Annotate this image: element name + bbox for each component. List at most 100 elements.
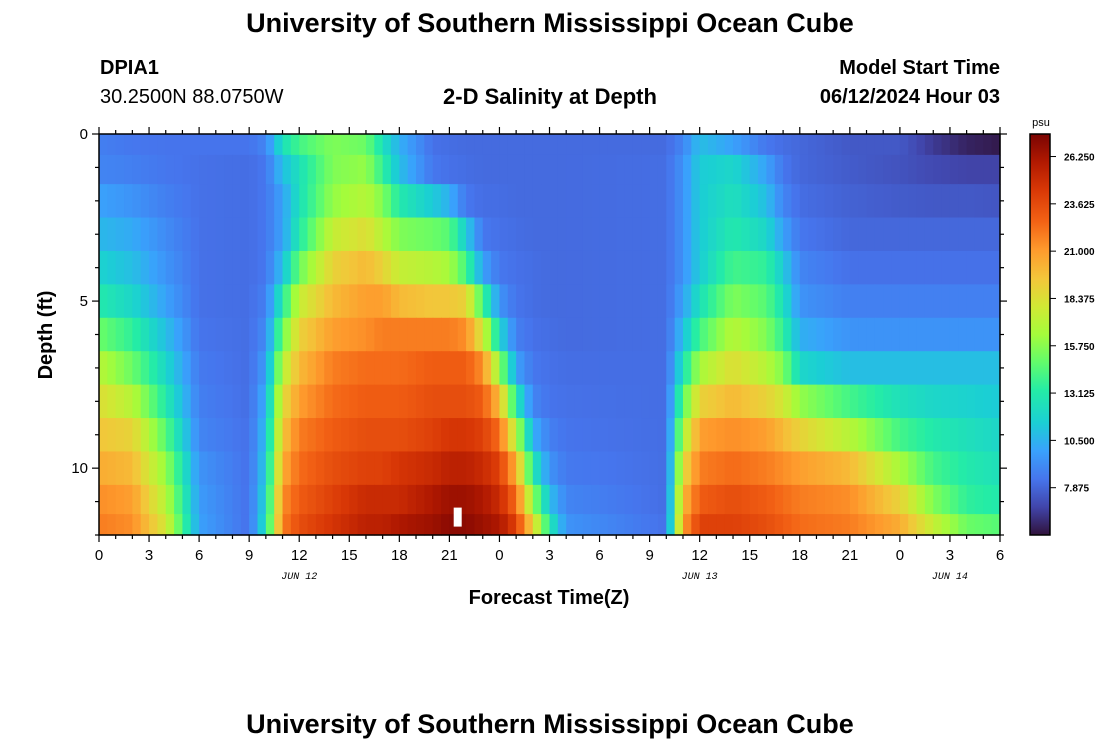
heatmap-cell [232,134,242,156]
heatmap-cell [390,418,400,453]
heatmap-cell [349,514,359,536]
heatmap-cell [99,154,108,185]
heatmap-cell [274,134,284,156]
heatmap-cell [499,134,509,156]
heatmap-cell [632,351,642,386]
heatmap-cell [382,418,392,453]
heatmap-cell [741,351,751,386]
heatmap-cell [282,514,292,536]
heatmap-cell [232,217,242,252]
heatmap-cell [966,154,976,185]
heatmap-cell [315,484,325,515]
heatmap-cell [758,384,767,419]
heatmap-cell [532,250,542,285]
heatmap-cell [532,418,542,453]
heatmap-cell [649,418,659,453]
heatmap-cell [941,451,951,486]
model-start-label: Model Start Time [839,57,1000,79]
heatmap-cell [816,134,826,156]
heatmap-cell [99,384,108,419]
heatmap-cell [190,184,200,219]
heatmap-cell [866,134,876,156]
heatmap-cell [791,217,801,252]
heatmap-cell [724,317,734,352]
heatmap-cell [607,217,617,252]
heatmap-cell [174,250,184,285]
heatmap-cell [641,217,651,252]
heatmap-cell [382,351,392,386]
heatmap-cell [115,134,125,156]
heatmap-cell [849,317,859,352]
heatmap-cell [699,217,709,252]
heatmap-cell [315,351,325,386]
heatmap-cell [833,317,843,352]
heatmap-cell [324,484,334,515]
heatmap-cell [265,184,275,219]
heatmap-cell [874,451,884,486]
heatmap-cell [557,317,567,352]
heatmap-cell [933,317,943,352]
x-tick-label: 6 [996,547,1004,564]
heatmap-cell [758,250,767,285]
heatmap-cell [249,451,259,486]
heatmap-cell [916,154,926,185]
heatmap-cell [474,184,484,219]
heatmap-cell [591,484,601,515]
heatmap-cell [766,384,776,419]
heatmap-cell [974,134,984,156]
heatmap-cell [232,384,242,419]
heatmap-cell [824,351,834,386]
y-axis-label: Depth (ft) [35,291,57,380]
heatmap-cell [524,351,534,386]
heatmap-cell [457,418,467,453]
heatmap-cell [824,514,834,536]
heatmap-cell [224,451,234,486]
heatmap-cell [899,217,909,252]
heatmap-cell [416,250,425,285]
heatmap-cell [207,418,217,453]
heatmap-cell [607,317,617,352]
heatmap-cell [908,134,918,156]
heatmap-cell [674,154,684,185]
heatmap-cell [174,184,184,219]
heatmap-cell [841,351,851,386]
heatmap-cell [282,317,292,352]
heatmap-cell [449,154,459,185]
date-label: JUN 13 [682,572,718,583]
heatmap-cell [491,154,501,185]
heatmap-cell [624,250,634,285]
heatmap-cell [349,284,359,319]
heatmap-cell [332,418,342,453]
heatmap-cell [974,217,984,252]
heatmap-cell [557,384,567,419]
heatmap-cell [299,451,309,486]
heatmap-cell [541,250,551,285]
heatmap-cell [232,451,242,486]
heatmap-cell [441,418,450,453]
heatmap-cell [691,250,701,285]
heatmap-cell [616,514,626,536]
heatmap-cell [140,317,150,352]
heatmap-cell [774,154,784,185]
heatmap-cell [390,384,400,419]
heatmap-cell [207,250,217,285]
heatmap-cell [240,484,250,515]
heatmap-cell [682,384,692,419]
heatmap-cell [616,384,626,419]
heatmap-cell [899,134,909,156]
heatmap-cell [841,134,851,156]
colorbar-tick-label: 23.625 [1064,200,1095,211]
heatmap-cell [816,351,826,386]
heatmap-cell [466,217,476,252]
heatmap-cell [532,134,542,156]
heatmap-cell [557,451,567,486]
heatmap-cell [891,317,901,352]
heatmap-cell [941,134,951,156]
heatmap-cell [833,514,843,536]
heatmap-cell [491,317,501,352]
heatmap-cell [582,418,592,453]
heatmap-cell [557,184,567,219]
heatmap-cell [666,451,676,486]
heatmap-cell [224,134,234,156]
heatmap-cell [616,317,626,352]
